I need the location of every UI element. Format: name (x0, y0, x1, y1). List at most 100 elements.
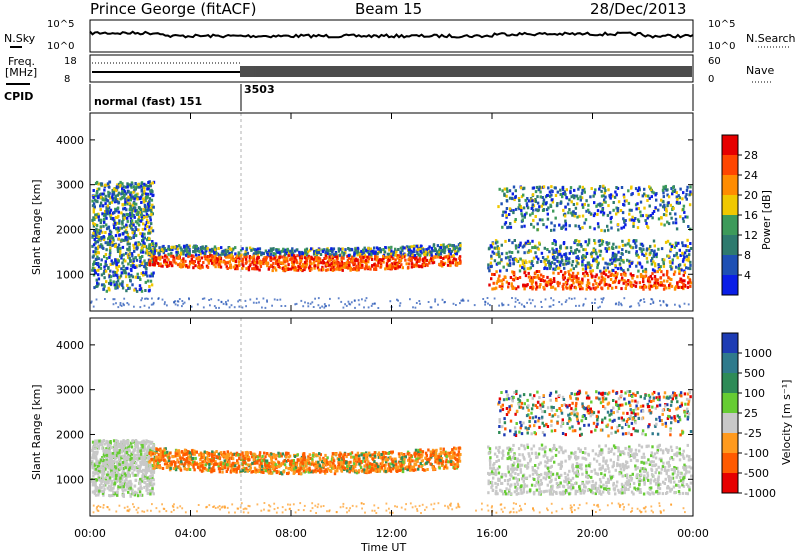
echo-cell (290, 253, 294, 257)
echo-cell (660, 247, 664, 251)
echo-cell (108, 455, 111, 459)
echo-cell (122, 268, 125, 272)
echo-cell (514, 276, 517, 280)
cpid-mode-text: normal (fast) 151 (94, 95, 202, 108)
echo-cell (109, 230, 113, 234)
echo-cell (304, 248, 307, 252)
echo-cell (112, 280, 115, 284)
echo-cell (136, 450, 139, 454)
echo-cell (541, 202, 545, 206)
echo-cell (490, 254, 493, 258)
echo-cell (430, 306, 433, 309)
echo-cell (237, 263, 241, 267)
echo-cell (578, 304, 581, 307)
echo-cell (382, 260, 385, 264)
echo-cell (178, 244, 181, 248)
echo-cell (98, 461, 101, 465)
echo-cell (536, 260, 539, 264)
echo-cell (616, 272, 619, 276)
echo-cell (100, 218, 103, 222)
echo-cell (140, 182, 143, 186)
echo-cell (392, 250, 395, 254)
echo-cell (394, 258, 397, 262)
echo-cell (461, 299, 464, 302)
echo-cell (508, 196, 512, 200)
echo-cell (121, 487, 124, 491)
echo-cell (123, 443, 127, 447)
echo-cell (124, 238, 127, 242)
echo-cell (293, 254, 296, 258)
echo-cell (379, 248, 382, 252)
echo-cell (511, 197, 514, 201)
echo-cell (152, 303, 155, 306)
echo-cell (358, 262, 362, 266)
echo-cell (134, 234, 138, 238)
echo-cell (97, 212, 100, 216)
echo-cell (645, 256, 649, 260)
echo-cell (672, 206, 675, 210)
echo-cell (109, 217, 113, 220)
echo-cell (579, 198, 582, 202)
echo-cell (252, 254, 256, 258)
echo-cell (106, 204, 109, 208)
echo-cell (98, 439, 101, 443)
echo-cell (103, 487, 106, 491)
echo-cell (584, 218, 588, 222)
echo-cell (424, 256, 427, 260)
echo-cell (552, 257, 556, 261)
echo-cell (639, 273, 643, 276)
echo-cell (611, 194, 614, 198)
echo-cell (98, 195, 101, 199)
echo-cell (117, 229, 121, 232)
echo-cell (122, 258, 125, 262)
echo-cell (649, 214, 653, 217)
echo-cell (161, 264, 164, 268)
echo-cell (138, 469, 141, 473)
echo-cell (628, 280, 632, 284)
echo-cell (659, 299, 661, 302)
echo-cell (664, 187, 667, 191)
echo-cell (117, 264, 121, 268)
echo-cell (354, 259, 357, 263)
echo-cell (495, 270, 498, 274)
echo-cell (630, 274, 634, 278)
echo-cell (650, 259, 653, 263)
echo-cell (442, 257, 445, 260)
echo-cell (496, 261, 500, 265)
echo-cell (532, 208, 535, 212)
echo-cell (562, 208, 565, 212)
echo-cell (434, 248, 437, 252)
echo-cell (109, 458, 112, 461)
echo-cell (362, 251, 365, 254)
echo-cell (648, 280, 652, 284)
echo-cell (590, 272, 593, 276)
echo-cell (150, 482, 153, 486)
echo-cell (490, 245, 493, 249)
echo-cell (377, 307, 380, 309)
echo-cell (217, 263, 220, 267)
echo-cell (237, 260, 241, 264)
echo-cell (185, 264, 188, 267)
echo-cell (158, 257, 162, 260)
echo-cell (674, 286, 677, 290)
echo-cell (131, 254, 134, 258)
echo-cell (304, 251, 307, 255)
echo-cell (564, 227, 568, 231)
echo-cell (93, 444, 96, 447)
echo-cell (127, 213, 130, 217)
echo-cell (94, 456, 97, 460)
echo-cell (314, 297, 316, 300)
echo-cell (607, 247, 611, 251)
echo-cell (115, 454, 118, 458)
echo-cell (689, 185, 692, 189)
echo-cell (431, 261, 434, 265)
echo-cell (488, 283, 491, 287)
echo-cell (253, 266, 256, 270)
echo-cell (497, 205, 500, 209)
echo-cell (308, 264, 312, 268)
nave-label: Nave (746, 64, 774, 77)
echo-cell (151, 181, 154, 185)
echo-cell (587, 265, 590, 269)
echo-cell (138, 242, 142, 246)
echo-cell (625, 249, 628, 253)
